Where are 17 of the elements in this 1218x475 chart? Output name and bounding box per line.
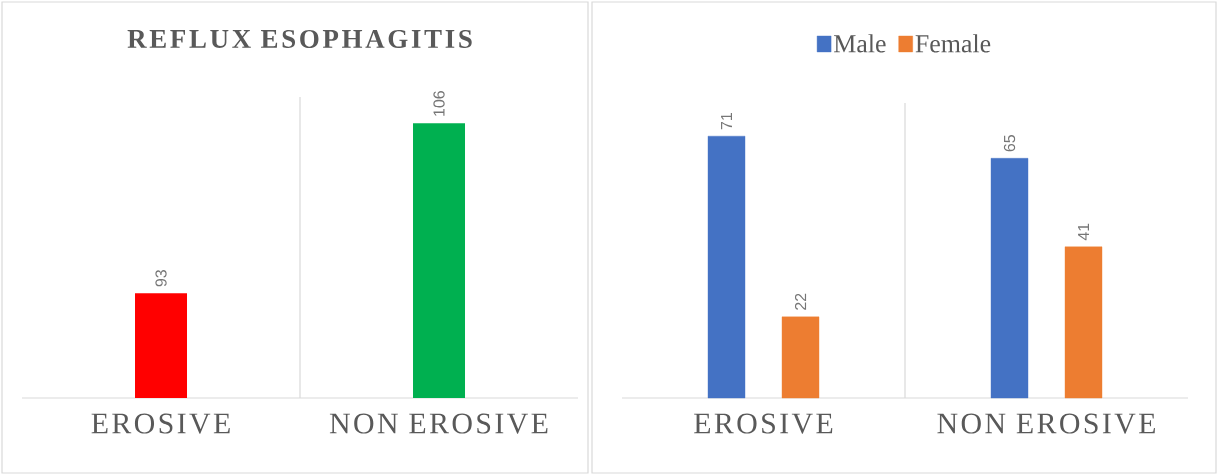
data-label: 93: [155, 270, 167, 287]
x-tick-label: NON EROSIVE: [329, 413, 548, 434]
data-label: 41: [1078, 223, 1089, 241]
bar: [990, 158, 1029, 399]
x-tick-label: NON EROSIVE: [937, 413, 1155, 434]
x-tick-label: EROSIVE: [91, 413, 230, 434]
data-label: 22: [794, 293, 807, 310]
legend-label: Male: [834, 34, 886, 53]
data-label: 71: [721, 113, 732, 130]
data-label: 65: [1003, 135, 1016, 152]
data-label: 106: [433, 91, 445, 116]
chart-title: REFLUX ESOPHAGITIS: [127, 29, 472, 48]
bar: [1064, 246, 1103, 399]
bar: [707, 135, 746, 399]
legend-label: Female: [915, 34, 991, 53]
bar: [781, 316, 820, 399]
x-tick-label: EROSIVE: [694, 413, 833, 434]
